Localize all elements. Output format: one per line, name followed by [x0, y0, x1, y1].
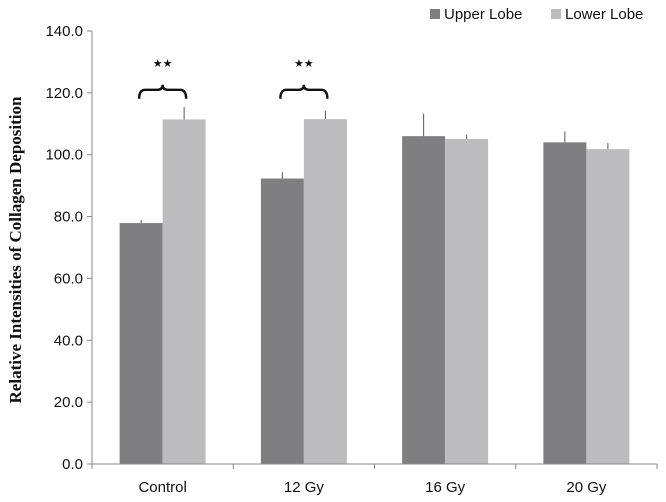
legend-label: Upper Lobe — [444, 6, 522, 23]
y-tick-label: 40.0 — [54, 332, 83, 349]
bar-upper-lobe — [402, 136, 446, 464]
significance-stars: ★★ — [294, 57, 314, 70]
significance-bracket — [279, 84, 329, 99]
bar-lower-lobe — [586, 149, 630, 464]
legend-label: Lower Lobe — [565, 6, 643, 23]
bars-layer — [119, 119, 630, 465]
significance-stars: ★★ — [153, 57, 173, 70]
y-tick-label: 0.0 — [62, 456, 83, 473]
bar-upper-lobe — [543, 142, 587, 465]
bar-upper-lobe — [260, 178, 304, 464]
bar-lower-lobe — [303, 119, 347, 465]
y-tick-label: 140.0 — [45, 23, 83, 40]
y-tick-label: 60.0 — [54, 270, 83, 287]
bar-upper-lobe — [119, 223, 163, 464]
bar-lower-lobe — [162, 119, 206, 464]
legend-swatch — [430, 9, 440, 19]
y-tick-label: 120.0 — [45, 85, 83, 102]
legend-swatch — [551, 9, 561, 19]
y-tick-labels: 0.0 20.0 40.0 60.0 80.0 100.0 120.0 140.0 — [45, 23, 83, 473]
significance-bracket — [137, 84, 188, 99]
y-tick-label: 80.0 — [54, 209, 83, 226]
x-category-label: 12 Gy — [284, 479, 325, 496]
bar-lower-lobe — [445, 138, 489, 464]
legend: Upper Lobe Lower Lobe — [430, 6, 643, 23]
y-axis-label: Relative Intensities of Collagen Deposit… — [6, 96, 25, 403]
y-tick-label: 100.0 — [45, 147, 83, 164]
x-category-label: 20 Gy — [566, 479, 607, 496]
significance-annotations: ★★ ★★ — [137, 57, 329, 99]
x-category-label: 16 Gy — [425, 479, 466, 496]
x-category-labels: Control 12 Gy 16 Gy 20 Gy — [138, 479, 606, 496]
axes-layer — [87, 30, 658, 469]
y-tick-label: 20.0 — [54, 394, 83, 411]
error-bars-layer — [140, 107, 609, 224]
x-category-label: Control — [138, 479, 186, 496]
